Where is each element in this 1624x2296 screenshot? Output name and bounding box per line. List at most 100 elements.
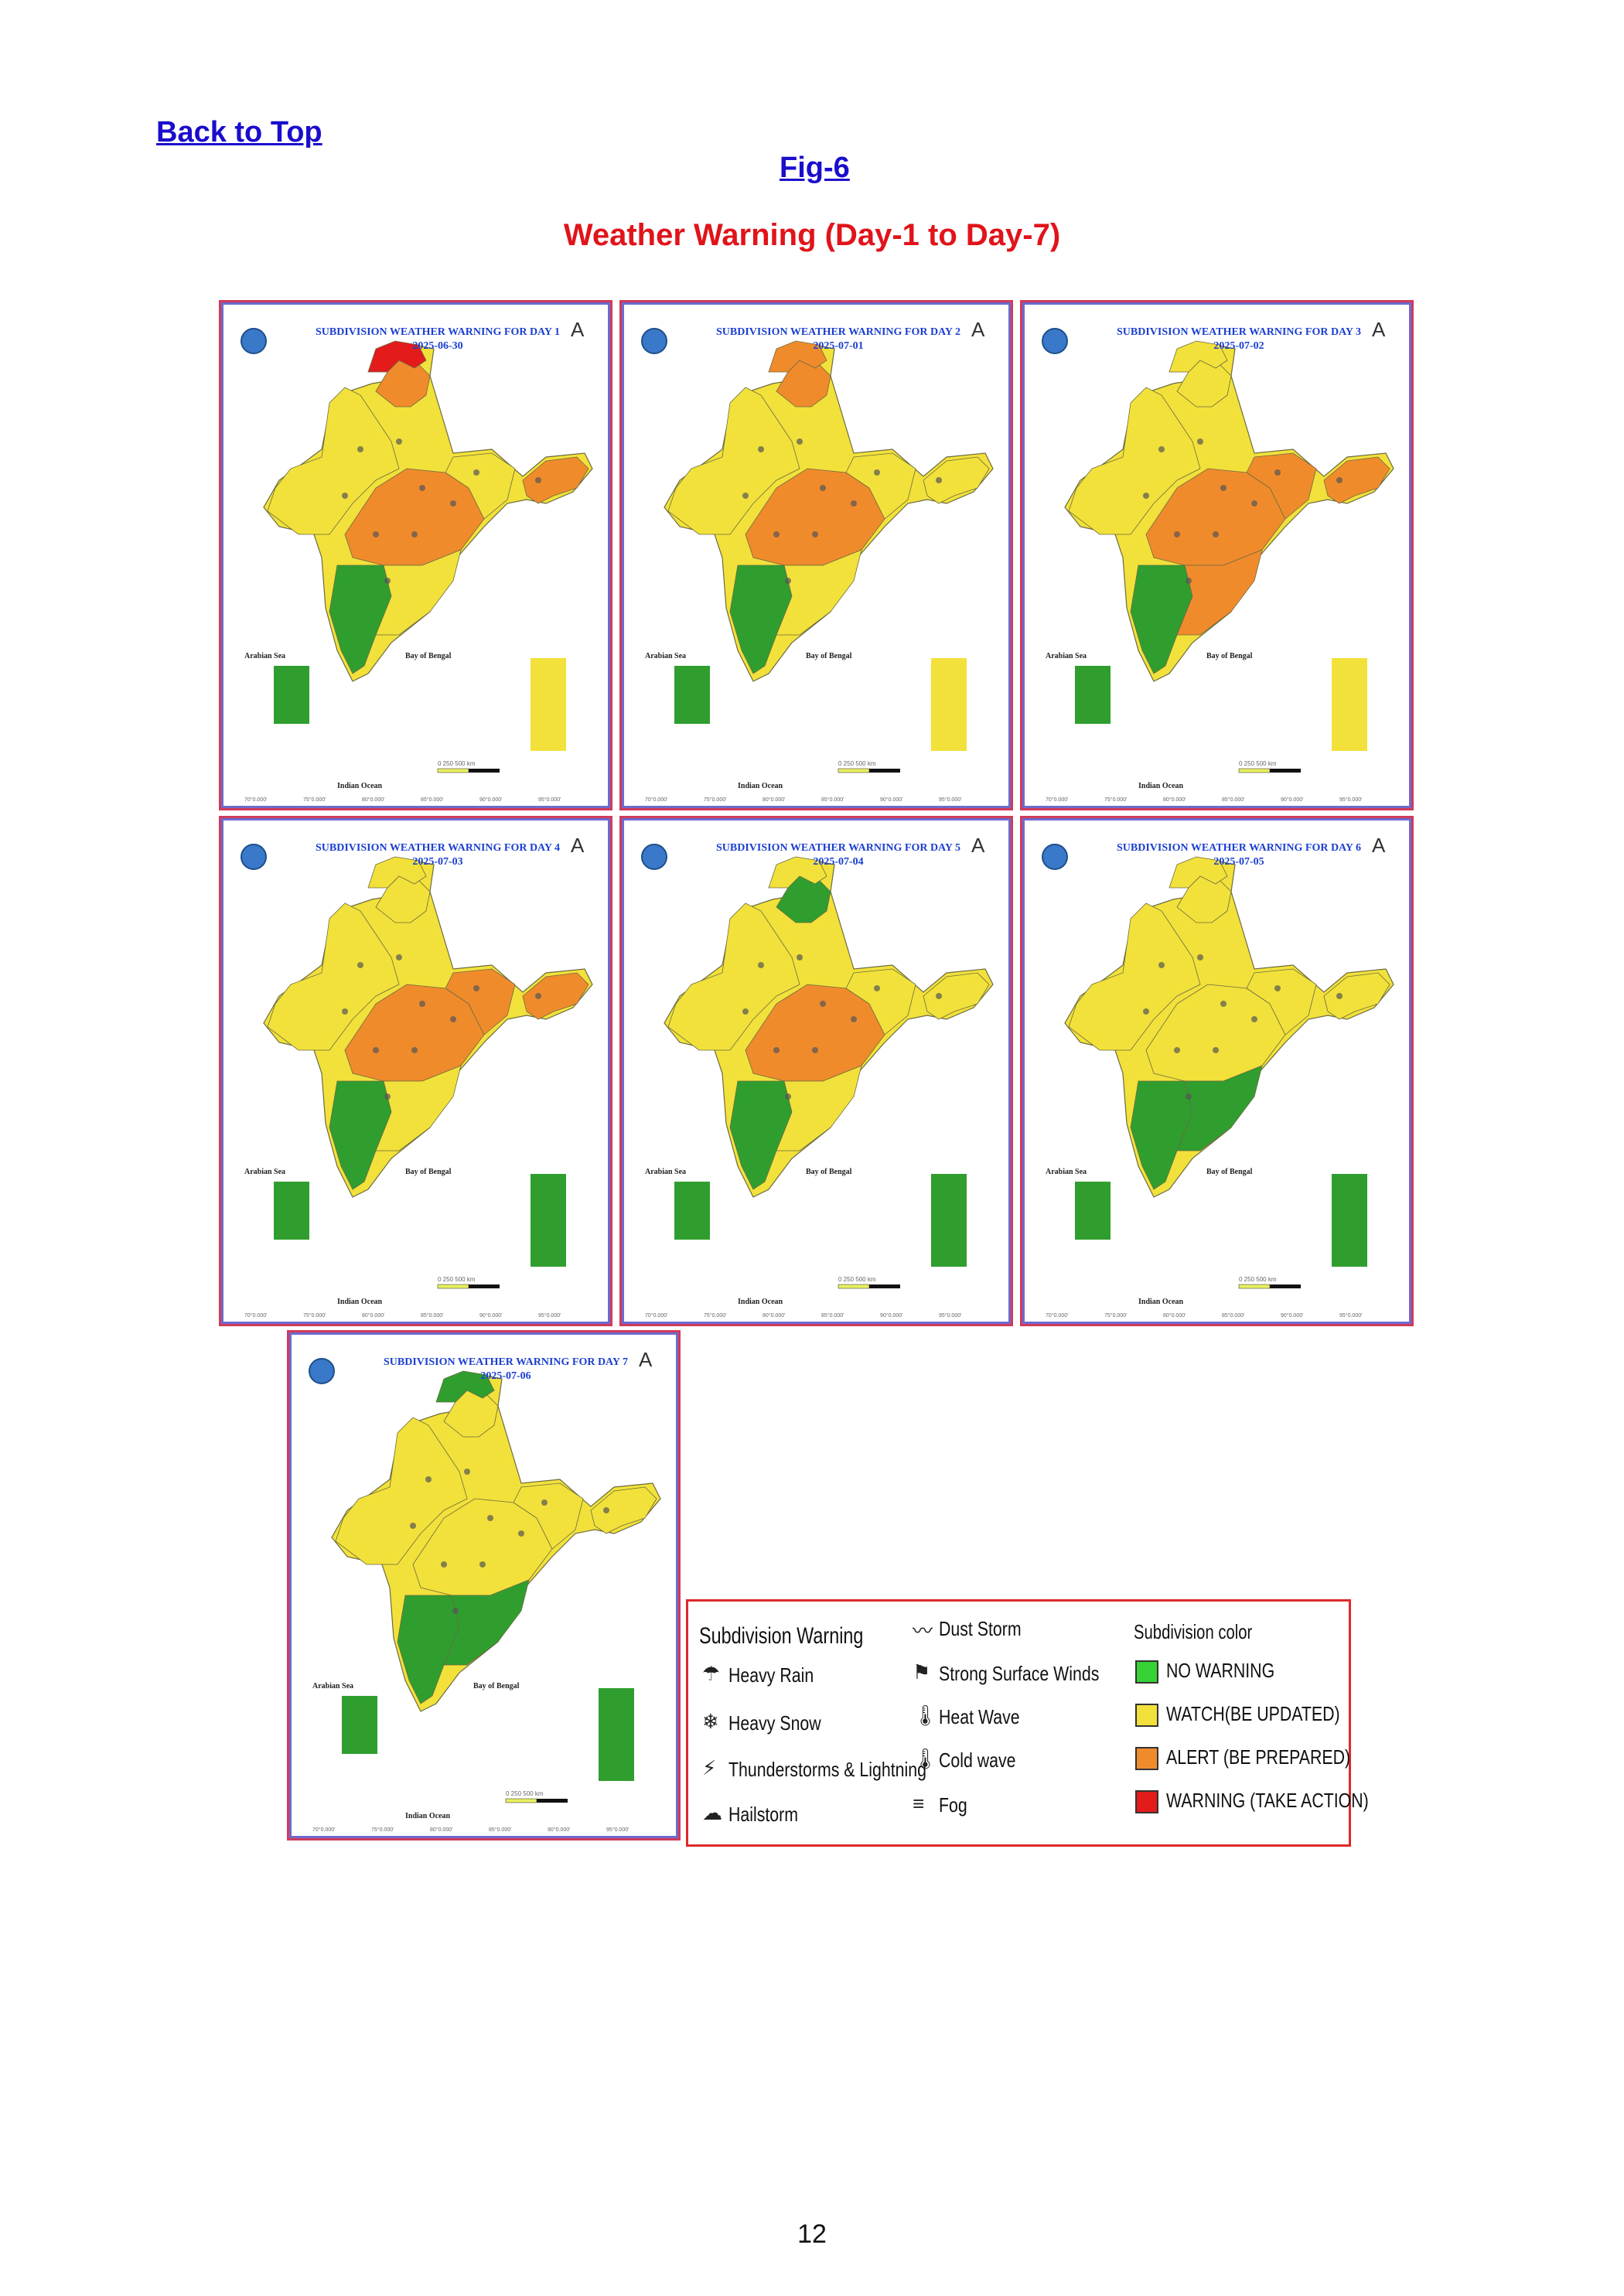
legend-heading-colors: Subdivision color	[1134, 1620, 1253, 1643]
subdivision-zone	[768, 340, 827, 373]
weather-symbol-icon	[1251, 500, 1257, 507]
north-arrow-icon: A	[971, 834, 985, 857]
india-map	[641, 328, 994, 773]
longitude-tick-label: 75°0.000'	[1104, 797, 1128, 803]
subdivision-zone	[776, 1065, 862, 1151]
longitude-tick-label: 85°0.000'	[421, 1313, 444, 1319]
map-title: SUBDIVISION WEATHER WARNING FOR DAY 2 202…	[676, 326, 1001, 353]
lakshadweep-inset	[1075, 666, 1111, 724]
longitude-tick-label: 95°0.000'	[538, 1313, 561, 1319]
india-map	[309, 1358, 661, 1803]
longitude-tick-label: 85°0.000'	[1222, 1313, 1245, 1319]
longitude-tick-label: 85°0.000'	[421, 797, 444, 803]
weather-symbol-icon	[1174, 531, 1180, 537]
weather-symbol-icon	[1336, 477, 1343, 483]
weather-symbol-icon	[773, 531, 780, 537]
india-map	[641, 844, 994, 1289]
dust-storm-icon: 〰	[913, 1619, 933, 1643]
cold-wave-icon: 🌡	[913, 1747, 939, 1770]
weather-symbol-icon	[742, 493, 749, 499]
weather-symbol-icon	[425, 1476, 432, 1482]
weather-symbol-icon	[820, 1001, 826, 1007]
lakshadweep-inset	[1075, 1182, 1111, 1240]
weather-symbol-icon	[1158, 962, 1165, 968]
subdivision-zone	[845, 968, 916, 1035]
arabian-sea-label: Arabian Sea	[645, 1168, 687, 1176]
indian-ocean-label: Indian Ocean	[337, 782, 383, 790]
map-title: SUBDIVISION WEATHER WARNING FOR DAY 5 202…	[676, 841, 1001, 869]
weather-symbol-icon	[812, 1047, 818, 1053]
subdivision-zone	[1323, 972, 1390, 1020]
weather-symbol-icon	[452, 1608, 459, 1614]
map-date: 2025-06-30	[412, 340, 463, 352]
heavy-snow-icon: ❄	[702, 1710, 719, 1733]
weather-symbol-icon	[1213, 1047, 1219, 1053]
heat-wave-icon: 🌡	[913, 1704, 939, 1727]
weather-symbol-icon	[342, 493, 348, 499]
map-date: 2025-07-02	[1213, 340, 1264, 352]
weather-symbol-icon	[1197, 954, 1203, 960]
longitude-tick-label: 85°0.000'	[1222, 797, 1245, 803]
longitude-tick-label: 85°0.000'	[489, 1827, 512, 1833]
subdivision-zone	[1169, 340, 1228, 373]
longitude-tick-label: 70°0.000'	[1046, 1313, 1069, 1319]
lakshadweep-inset	[674, 1182, 710, 1240]
weather-symbol-icon	[1143, 493, 1149, 499]
lakshadweep-inset	[274, 666, 309, 724]
andaman-islands-inset	[531, 1174, 566, 1267]
arabian-sea-label: Arabian Sea	[312, 1682, 354, 1690]
subdivision-zone	[445, 968, 516, 1035]
weather-symbol-icon	[473, 985, 479, 991]
figure-label-link[interactable]: Fig-6	[780, 152, 850, 184]
lakshadweep-inset	[274, 1182, 309, 1240]
longitude-tick-label: 70°0.000'	[312, 1827, 336, 1833]
subdivision-zone	[923, 972, 990, 1020]
weather-symbol-icon	[473, 469, 479, 476]
north-arrow-icon: A	[1372, 318, 1386, 341]
longitude-tick-label: 90°0.000'	[479, 1313, 503, 1319]
weather-symbol-icon	[450, 1016, 456, 1022]
legend-warning-label: Dust Storm	[939, 1617, 1022, 1640]
weather-symbol-icon	[1143, 1008, 1149, 1015]
legend-warning-label: Strong Surface Winds	[939, 1662, 1100, 1685]
indian-ocean-label: Indian Ocean	[337, 1298, 383, 1306]
warning-legend: Subdivision Warning Subdivision color ☂ H…	[686, 1599, 1369, 1847]
weather-symbol-icon	[1197, 438, 1203, 445]
subdivision-zone	[768, 856, 827, 889]
subdivision-zone	[1068, 387, 1201, 535]
scale-bar	[437, 1284, 469, 1289]
andaman-islands-inset	[1332, 658, 1367, 751]
subdivision-zone	[1169, 856, 1228, 889]
legend-color-swatch	[1135, 1660, 1158, 1684]
warning-map-day-3: SUBDIVISION WEATHER WARNING FOR DAY 3 202…	[1020, 300, 1414, 810]
subdivision-zone	[923, 456, 990, 504]
warning-map-day-1: SUBDIVISION WEATHER WARNING FOR DAY 1 202…	[219, 300, 612, 810]
map-title-text: SUBDIVISION WEATHER WARNING FOR DAY 4	[316, 842, 560, 854]
subdivision-zone	[375, 1065, 462, 1151]
longitude-tick-label: 70°0.000'	[645, 797, 668, 803]
indian-ocean-label: Indian Ocean	[738, 782, 783, 790]
legend-color-swatch	[1135, 1747, 1158, 1770]
weather-symbol-icon	[1220, 1001, 1227, 1007]
weather-symbol-icon	[410, 1523, 416, 1529]
back-to-top-link[interactable]: Back to Top	[156, 116, 322, 148]
weather-symbol-icon	[851, 1016, 857, 1022]
legend-warning-label: Heavy Snow	[728, 1711, 821, 1735]
weather-symbol-icon	[479, 1561, 486, 1568]
imd-emblem-icon	[309, 1358, 335, 1384]
legend-warning-label: Heavy Rain	[728, 1663, 814, 1687]
weather-symbol-icon	[419, 1001, 425, 1007]
weather-symbol-icon	[1213, 531, 1219, 537]
scale-bar	[1238, 1284, 1271, 1289]
subdivision-zone	[513, 1482, 584, 1550]
bay-of-bengal-label: Bay of Bengal	[1206, 652, 1253, 660]
weather-symbol-icon	[535, 993, 541, 999]
indian-ocean-label: Indian Ocean	[405, 1812, 451, 1820]
subdivision-zone	[375, 549, 462, 636]
weather-symbol-icon	[742, 1008, 749, 1015]
scale-label: 0 250 500 km	[438, 760, 476, 767]
india-map	[241, 328, 593, 773]
weather-symbol-icon	[1274, 985, 1281, 991]
subdivision-zone	[335, 1417, 468, 1565]
longitude-tick-label: 80°0.000'	[430, 1827, 453, 1833]
